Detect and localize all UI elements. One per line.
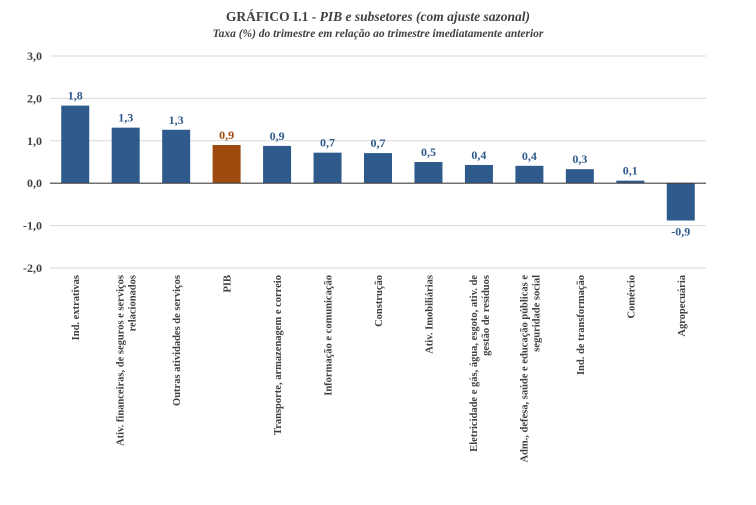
data-label: 0,1 [623, 164, 638, 178]
x-tick-label: Adm., defesa, saúde e educação públicas … [519, 275, 530, 463]
bars [61, 105, 695, 221]
x-tick-label: Agropecuária [677, 274, 688, 336]
data-label: -0,9 [671, 225, 690, 239]
bar [464, 164, 493, 184]
x-tick-label: Ind. extrativas [71, 275, 82, 340]
data-label: 0,5 [421, 145, 436, 159]
y-tick-label: -2,0 [23, 261, 42, 275]
data-label: 1,3 [118, 111, 133, 125]
x-tick-label: Ativ. financeiras, de seguros e serviços [116, 275, 127, 446]
x-tick-label: Eletricidade e gás, água, esgoto, ativ. … [469, 275, 480, 452]
bar [364, 153, 392, 184]
x-tick-label: Comércio [626, 275, 637, 319]
data-label: 0,4 [522, 149, 537, 163]
y-tick-label: 0,0 [27, 176, 42, 190]
data-label: 0,7 [371, 136, 386, 150]
x-tick-label: Transporte, armazenagem e correio [273, 275, 284, 435]
bar [263, 145, 292, 184]
data-label: 0,4 [471, 148, 486, 162]
y-tick-label: 2,0 [27, 91, 42, 105]
bar [616, 180, 645, 184]
bar [414, 162, 443, 184]
x-axis-categories: Ind. extrativas Ativ. financeiras, de seg… [71, 274, 688, 462]
data-label: 1,3 [169, 113, 184, 127]
gridlines [50, 55, 706, 269]
chart-subtitle: Taxa (%) do trimestre em relação ao trim… [212, 28, 544, 40]
x-tick-label: gestão de resíduos [481, 275, 492, 356]
x-tick-label: Ativ. Imobiliárias [424, 275, 435, 354]
bar [111, 127, 140, 184]
x-tick-label: PIB [223, 275, 234, 293]
bar [313, 152, 342, 184]
bar [212, 145, 241, 184]
y-axis: 3,0 2,0 1,0 0,0 -1,0 -2,0 [23, 49, 42, 275]
x-tick-label: Outras atividades de serviços [172, 275, 183, 406]
data-label: 0,9 [270, 129, 285, 143]
y-tick-label: -1,0 [23, 219, 42, 233]
bar [515, 165, 544, 184]
data-label: 0,7 [320, 136, 335, 150]
x-tick-label: seguridade social [531, 275, 542, 352]
x-tick-label: Construção [374, 275, 385, 327]
bar [162, 129, 191, 184]
bar [61, 105, 90, 184]
data-label: 0,3 [572, 152, 587, 166]
data-label: 1,8 [68, 89, 83, 103]
y-tick-label: 3,0 [27, 49, 42, 63]
x-tick-label: Informação e comunicação [324, 275, 335, 396]
data-label: 0,9 [219, 128, 234, 142]
bar [666, 183, 695, 221]
chart-title-prefix: GRÁFICO I.1 - [225, 9, 317, 24]
chart-title: GRÁFICO I.1 - PIB e subsetores (com ajus… [0, 9, 756, 25]
data-labels: 1,8 1,3 1,3 0,9 0,9 0,7 0,7 0,5 0,4 0,4 0,3 0,1 -0,9 [68, 89, 691, 239]
chart-title-italic: PIB e subsetores (com ajuste sazonal) [319, 9, 531, 24]
x-tick-label: Ind. de transformação [576, 275, 587, 375]
y-tick-label: 1,0 [27, 134, 42, 148]
bar [565, 169, 594, 184]
x-tick-label: relacionados [128, 275, 139, 331]
